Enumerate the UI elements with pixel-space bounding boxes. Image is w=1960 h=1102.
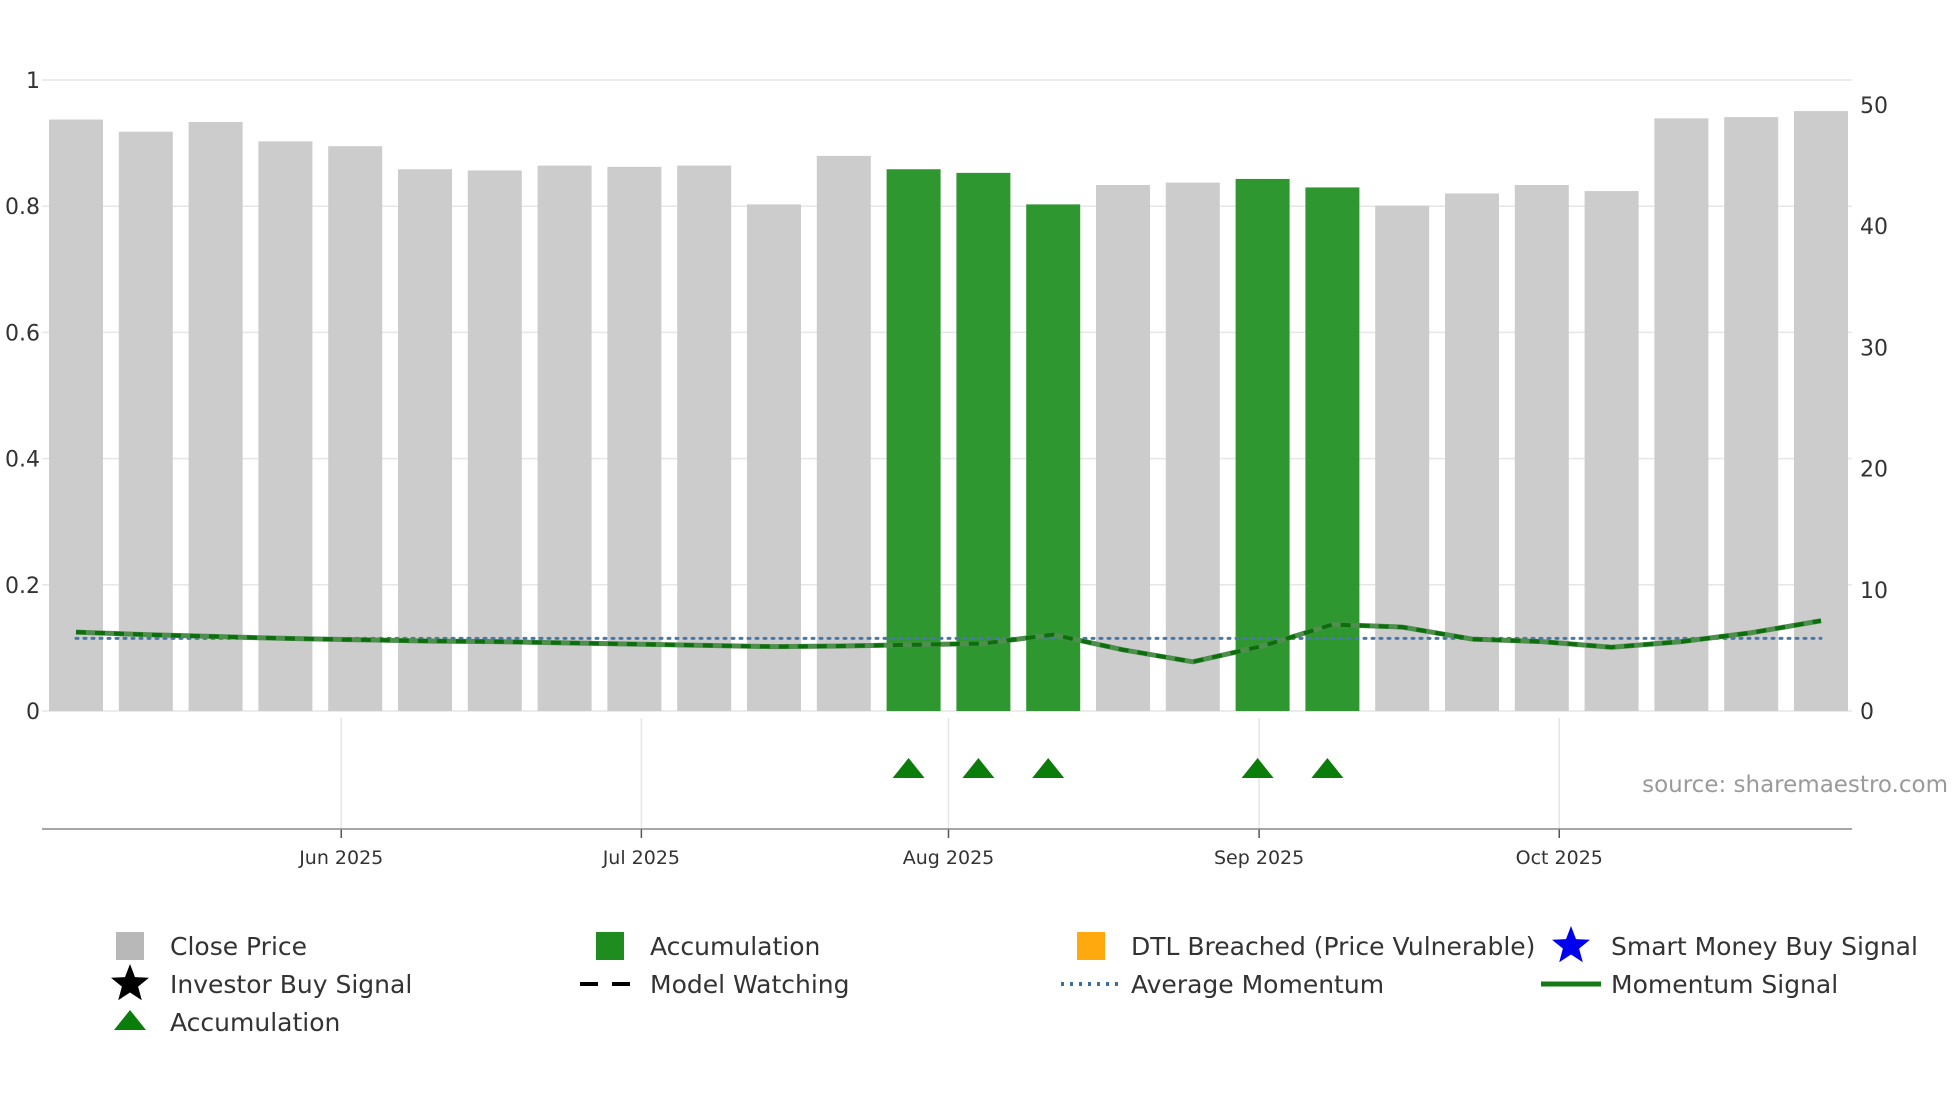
accumulation-marker xyxy=(1241,758,1274,778)
legend-item: Momentum Signal xyxy=(1541,970,1838,999)
source-label: source: sharemaestro.com xyxy=(1642,772,1948,798)
bar-layer xyxy=(49,111,1848,712)
close-price-bar xyxy=(49,119,103,711)
left-tick-label: 0.2 xyxy=(5,574,40,599)
right-tick-label: 0 xyxy=(1860,700,1874,725)
legend-item: DTL Breached (Price Vulnerable) xyxy=(1077,932,1535,961)
close-price-bar xyxy=(537,165,592,712)
close-price-bar xyxy=(607,166,662,711)
legend-label: Accumulation xyxy=(650,932,820,961)
x-tick-label: Jul 2025 xyxy=(602,847,680,869)
x-tick-label: Jun 2025 xyxy=(298,847,383,869)
accumulation-marker xyxy=(1032,758,1065,778)
close-price-bar xyxy=(1375,205,1430,711)
close-price-bar xyxy=(328,146,383,711)
legend-item: Close Price xyxy=(116,932,307,961)
legend-label: Smart Money Buy Signal xyxy=(1611,932,1918,961)
close-price-bar xyxy=(258,141,313,712)
left-tick-label: 1 xyxy=(26,69,40,94)
accumulation-marker xyxy=(1311,758,1344,778)
legend-item: Average Momentum xyxy=(1061,970,1384,999)
legend-label: Model Watching xyxy=(650,970,850,999)
close-price-bar xyxy=(1654,118,1709,711)
legend-label: Investor Buy Signal xyxy=(170,970,412,999)
close-price-bar xyxy=(1165,182,1220,711)
accumulation-marker xyxy=(962,758,995,778)
close-price-bar xyxy=(1794,111,1848,711)
legend-item: Investor Buy Signal xyxy=(111,964,412,1001)
x-tick-label: Aug 2025 xyxy=(903,847,995,869)
right-tick-label: 40 xyxy=(1860,215,1888,240)
close-price-bar xyxy=(1584,191,1639,711)
x-tick-label: Sep 2025 xyxy=(1214,847,1304,869)
right-tick-label: 20 xyxy=(1860,458,1888,483)
right-tick-label: 30 xyxy=(1860,336,1888,361)
legend-square-icon xyxy=(596,932,624,960)
close-price-bar xyxy=(188,121,243,711)
legend: Close Price Accumulation DTL Breached (Pri… xyxy=(111,926,1918,1037)
accumulation-bar xyxy=(956,172,1011,711)
accumulation-bar xyxy=(1026,204,1081,711)
x-tick-label: Oct 2025 xyxy=(1516,847,1603,869)
close-price-bar xyxy=(1514,184,1569,711)
legend-square-icon xyxy=(116,932,144,960)
close-price-bar xyxy=(1724,117,1779,712)
legend-label: Average Momentum xyxy=(1131,970,1384,999)
legend-label: Accumulation xyxy=(170,1008,340,1037)
accumulation-marker xyxy=(892,758,925,778)
close-price-bar xyxy=(816,155,871,712)
legend-star-icon xyxy=(1552,926,1590,963)
left-tick-label: 0 xyxy=(26,700,40,725)
legend-triangle-icon xyxy=(114,1010,146,1030)
close-price-bar xyxy=(677,165,732,712)
legend-label: Momentum Signal xyxy=(1611,970,1838,999)
grid-layer xyxy=(42,79,1852,830)
accumulation-bar xyxy=(886,169,941,712)
legend-label: DTL Breached (Price Vulnerable) xyxy=(1131,932,1535,961)
right-tick-label: 50 xyxy=(1860,94,1888,119)
marker-layer xyxy=(892,758,1344,778)
legend-label: Close Price xyxy=(170,932,307,961)
left-tick-label: 0.6 xyxy=(5,321,40,346)
legend-item: Accumulation xyxy=(596,932,820,961)
accumulation-bar xyxy=(1235,178,1290,711)
legend-star-icon xyxy=(111,964,149,1001)
close-price-bar xyxy=(118,131,173,711)
close-price-bar xyxy=(1445,193,1499,711)
legend-item: Smart Money Buy Signal xyxy=(1552,926,1918,963)
close-price-bar xyxy=(398,169,452,712)
close-price-bar xyxy=(1096,184,1150,711)
model-watching-line xyxy=(75,618,1822,664)
line-layer xyxy=(74,618,1823,665)
legend-item: Model Watching xyxy=(580,970,850,999)
left-tick-label: 0.8 xyxy=(5,195,40,220)
legend-square-icon xyxy=(1077,932,1105,960)
close-price-bar xyxy=(467,170,522,711)
legend-item: Accumulation xyxy=(114,1008,340,1037)
close-price-bar xyxy=(747,204,801,711)
left-tick-label: 0.4 xyxy=(5,448,40,473)
right-tick-label: 10 xyxy=(1860,579,1888,604)
